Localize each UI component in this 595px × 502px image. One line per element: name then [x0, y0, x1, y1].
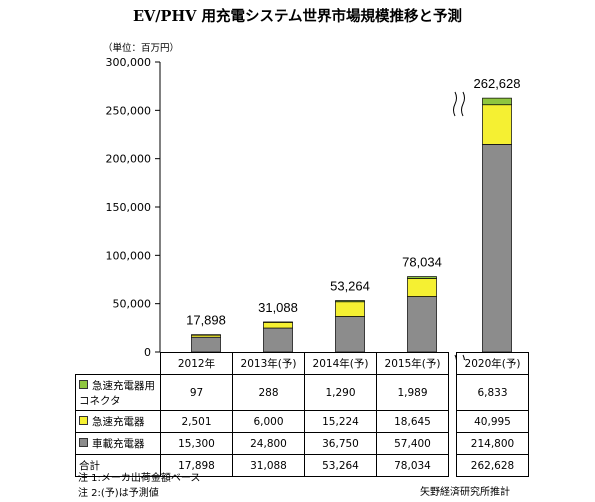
bar-segment-quick-charger: [335, 301, 365, 317]
y-tick-label: 50,000: [113, 298, 152, 311]
table-cell: 6,000: [232, 410, 305, 433]
bar-segment-connector: [191, 334, 221, 336]
table-row-label-line: 急速充電器: [79, 414, 160, 429]
bar-segment-onboard-charger: [407, 296, 437, 353]
note-1: 注 1:メーカ出荷金額ベース: [78, 473, 201, 484]
table-cell: 78,034: [376, 454, 449, 477]
bar-segment-connector: [407, 276, 437, 279]
table-row-label-text: 急速充電器用: [92, 379, 155, 392]
legend-swatch: [79, 438, 88, 447]
axis-break-gap: [448, 352, 457, 375]
table-row: 合計 17,898 31,088 53,264 78,034 262,628: [75, 454, 529, 477]
unit-label: （単位：百万円）: [103, 43, 180, 54]
table-cell: 15,300: [160, 432, 233, 455]
table-cell: 288: [232, 374, 305, 411]
axis-break-gap: [448, 432, 457, 455]
y-tick-label: 100,000: [106, 249, 152, 262]
data-table: 2012年 2013年(予) 2014年(予) 2015年(予) 2020年(予…: [75, 352, 529, 477]
table-row-label-line: 急速充電器用: [79, 378, 160, 393]
y-tick-label: 300,000: [106, 56, 152, 69]
table-header-cell: 2012年: [160, 352, 233, 375]
axis-break-mark: [453, 91, 457, 117]
table-header-cell: 2014年(予): [304, 352, 377, 375]
table-row-label-line: 車載充電器: [79, 436, 160, 451]
table-cell: 36,750: [304, 432, 377, 455]
chart-title: EV/PHV 用充電システム世界市場規模推移と予測: [132, 8, 463, 25]
y-tick-label: 250,000: [106, 104, 152, 117]
bar-segment-onboard-charger: [482, 144, 512, 353]
bar-segment-onboard-charger: [335, 316, 365, 353]
table-row-label: 急速充電器: [75, 410, 161, 433]
table-cell: 262,628: [456, 454, 529, 477]
bar-segment-quick-charger: [407, 278, 437, 297]
bar-segment-connector: [263, 321, 293, 323]
legend-swatch: [79, 379, 88, 389]
data-table-body: 2012年 2013年(予) 2014年(予) 2015年(予) 2020年(予…: [75, 352, 529, 477]
bar-segment-onboard-charger: [263, 327, 293, 353]
table-cell: 31,088: [232, 454, 305, 477]
axis-break-gap: [448, 374, 457, 411]
bar-segment-quick-charger: [263, 321, 293, 329]
axis-break-gap: [448, 410, 457, 433]
source-credit: 矢野経済研究所推計: [420, 487, 510, 498]
table-cell: 40,995: [456, 410, 529, 433]
table-header-cell: 2013年(予): [232, 352, 305, 375]
axis-break-mark: [461, 91, 465, 117]
stacked-bar-chart: 050,000100,000150,000200,000250,000300,0…: [106, 56, 521, 360]
table-cell: 57,400: [376, 432, 449, 455]
table-cell: 2,501: [160, 410, 233, 433]
table-row-label-text: 合計: [79, 460, 100, 472]
bar-total-label: 53,264: [330, 279, 370, 294]
table-cell: 53,264: [304, 454, 377, 477]
table-cell: 97: [160, 374, 233, 411]
table-row-label-text: 急速充電器: [92, 416, 145, 428]
table-cell: 18,645: [376, 410, 449, 433]
table-cell: 24,800: [232, 432, 305, 455]
y-tick-label: 150,000: [106, 201, 152, 214]
table-cell: 1,989: [376, 374, 449, 411]
y-tick-label: 200,000: [106, 153, 152, 166]
table-row-label: 急速充電器用コネクタ: [75, 374, 161, 411]
table-cell: 1,290: [304, 374, 377, 411]
table-row: 急速充電器用 コネクタ 97 288 1,290 1,989 6,833: [75, 374, 529, 411]
bar-total-label: 262,628: [474, 76, 521, 91]
table-header-row: 2012年 2013年(予) 2014年(予) 2015年(予) 2020年(予…: [75, 352, 529, 375]
note-2: 注 2:(予)は予測値: [78, 488, 159, 499]
bar-segment-connector: [482, 97, 512, 106]
table-row: 急速充電器 2,501 6,000 15,224 18,645 40,995: [75, 410, 529, 433]
table-row-label-text: コネクタ: [79, 394, 121, 407]
table-row-label: 車載充電器: [75, 432, 161, 455]
bar-segment-quick-charger: [482, 104, 512, 145]
table-row: 車載充電器 15,300 24,800 36,750 57,400 214,800: [75, 432, 529, 455]
table-header-cell: 2015年(予): [376, 352, 449, 375]
axis-break-gap: [448, 454, 457, 477]
table-cell: 17,898: [160, 454, 233, 477]
table-row-label-line: コネクタ: [79, 393, 160, 408]
table-corner: [75, 352, 161, 375]
legend-swatch: [79, 416, 88, 425]
table-header-cell: 2020年(予): [456, 352, 529, 375]
table-row-label: 合計: [75, 454, 161, 477]
bar-segment-connector: [335, 300, 365, 303]
bar-total-label: 78,034: [402, 255, 442, 270]
table-row-label-text: 車載充電器: [92, 438, 145, 450]
table-row-label-line: 合計: [79, 458, 160, 473]
axis-break-gap: [455, 90, 463, 355]
table-cell: 15,224: [304, 410, 377, 433]
bar-segment-onboard-charger: [191, 336, 221, 353]
bar-total-label: 31,088: [258, 300, 298, 315]
table-cell: 6,833: [456, 374, 529, 411]
table-cell: 214,800: [456, 432, 529, 455]
bar-total-label: 17,898: [186, 313, 226, 328]
